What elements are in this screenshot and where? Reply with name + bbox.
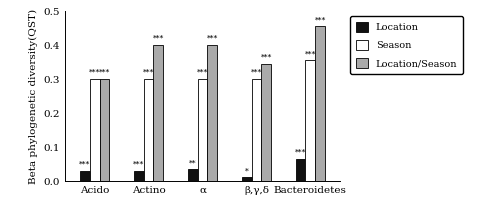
Bar	[296, 159, 306, 181]
Bar	[90, 79, 100, 181]
Text: ***: ***	[251, 69, 262, 77]
Bar	[242, 177, 252, 181]
Text: ***: ***	[133, 161, 144, 169]
Y-axis label: Beta phylogenetic diversity(QST): Beta phylogenetic diversity(QST)	[29, 9, 38, 184]
Text: ***: ***	[143, 69, 154, 77]
Bar	[188, 169, 198, 181]
Bar	[252, 79, 262, 181]
Bar	[208, 45, 217, 181]
Text: ***: ***	[206, 35, 218, 43]
Text: ***: ***	[295, 149, 306, 157]
Text: ***: ***	[89, 69, 101, 77]
Bar	[144, 79, 154, 181]
Bar	[306, 60, 315, 181]
Bar	[198, 79, 207, 181]
Bar	[262, 64, 271, 181]
Text: ***: ***	[152, 35, 164, 43]
Text: *: *	[245, 167, 248, 175]
Text: ***: ***	[314, 16, 326, 24]
Text: ***: ***	[98, 69, 110, 77]
Legend: Location, Season, Location/Season: Location, Season, Location/Season	[350, 16, 463, 74]
Text: ***: ***	[197, 69, 208, 77]
Bar	[154, 45, 163, 181]
Text: ***: ***	[260, 54, 272, 62]
Bar	[80, 171, 90, 181]
Bar	[315, 26, 325, 181]
Text: ***: ***	[304, 50, 316, 58]
Text: **: **	[189, 159, 196, 167]
Bar	[100, 79, 109, 181]
Text: ***: ***	[80, 161, 90, 169]
Bar	[134, 171, 143, 181]
